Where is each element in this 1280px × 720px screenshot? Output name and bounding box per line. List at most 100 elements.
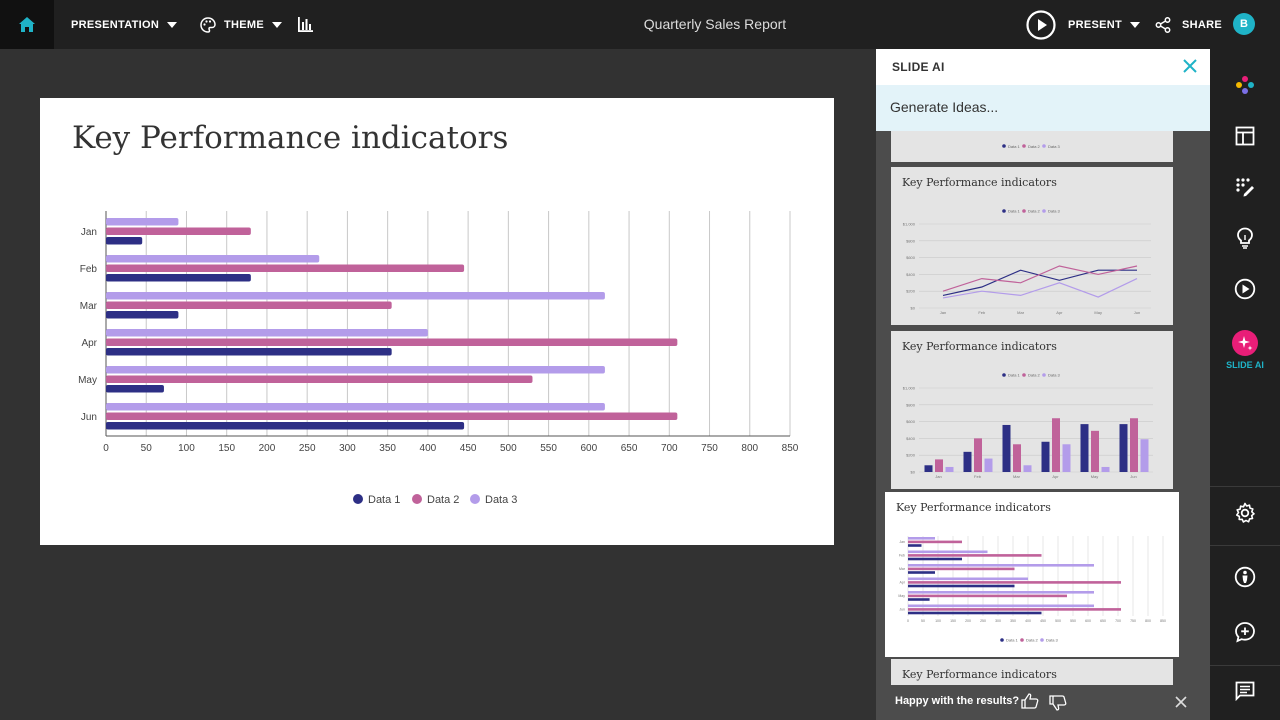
y-tick-label: Jun xyxy=(81,412,97,423)
rail-apps-button[interactable] xyxy=(1210,65,1280,105)
slide-title[interactable]: Key Performance indicators xyxy=(72,120,509,156)
legend-swatch xyxy=(1000,638,1004,642)
x-tick-label: 150 xyxy=(950,619,956,623)
close-icon[interactable] xyxy=(1181,57,1199,75)
theme-menu[interactable]: THEME xyxy=(200,0,282,49)
legend-label: Data 3 xyxy=(1046,638,1059,643)
share-button[interactable]: SHARE xyxy=(1155,0,1222,49)
x-tick-label: 200 xyxy=(965,619,971,623)
y-tick-label: Feb xyxy=(899,554,905,558)
chevron-down-icon xyxy=(272,21,282,28)
legend-swatch xyxy=(1002,373,1006,377)
play-circle-icon xyxy=(1026,9,1056,40)
slide-ai-rail-label: SLIDE AI xyxy=(1226,360,1264,370)
x-tick-label: 200 xyxy=(259,443,276,454)
bar xyxy=(908,550,988,554)
x-tick-label: 50 xyxy=(921,619,925,623)
bar xyxy=(908,611,1042,615)
top-bar: PRESENTATION THEME Quarterly Sales Repor… xyxy=(0,0,1280,49)
bar xyxy=(106,274,251,282)
bar-chart-icon xyxy=(298,17,313,32)
dismiss-icon[interactable] xyxy=(1174,695,1188,709)
y-tick-label: $200 xyxy=(906,289,916,294)
avatar[interactable]: B xyxy=(1233,13,1255,35)
accessibility-icon xyxy=(1234,566,1256,588)
home-button[interactable] xyxy=(0,0,54,49)
legend-label: Data 1 xyxy=(1008,373,1021,378)
bar xyxy=(908,598,930,601)
rail-design-button[interactable] xyxy=(1210,167,1280,207)
x-tick-label: 800 xyxy=(1145,619,1151,623)
lightbulb-icon xyxy=(1237,227,1253,249)
y-tick-label: Apr xyxy=(81,338,97,349)
suggestion-thumb-column[interactable]: Data 1 Data 2 Data 3 $1,000 $800 $600 $400 $200… xyxy=(891,331,1173,489)
thumb-title: Key Performance indicators xyxy=(902,340,1057,353)
bar xyxy=(935,459,943,472)
rail-divider xyxy=(1210,486,1280,487)
y-tick-label: $800 xyxy=(906,238,916,243)
rail-slide-ai-button[interactable] xyxy=(1210,323,1280,363)
rail-divider xyxy=(1210,665,1280,666)
y-tick-label: $0 xyxy=(911,306,916,311)
y-tick-label: $1,000 xyxy=(903,386,916,391)
chart-button[interactable] xyxy=(297,0,313,49)
y-tick-label: $600 xyxy=(906,255,916,260)
rail-layout-button[interactable] xyxy=(1210,116,1280,156)
rail-ideas-button[interactable] xyxy=(1210,218,1280,258)
theme-menu-label: THEME xyxy=(224,18,264,31)
x-tick-label: 650 xyxy=(621,443,638,454)
bar xyxy=(1130,418,1138,472)
present-button[interactable]: PRESENT xyxy=(1026,0,1141,49)
rail-add-comment-button[interactable] xyxy=(1210,612,1280,652)
x-tick-label: Apr xyxy=(1052,474,1059,479)
series-line xyxy=(942,278,1138,299)
gear-icon xyxy=(1236,502,1255,523)
suggestion-list: Data 1 Data 2 Data 3 Data 1 Data 2 Data 3 $… xyxy=(876,131,1210,685)
x-tick-label: 450 xyxy=(460,443,477,454)
bar xyxy=(106,348,392,356)
bar xyxy=(974,438,982,472)
presentation-menu[interactable]: PRESENTATION xyxy=(71,0,178,49)
y-tick-label: Mar xyxy=(899,567,906,571)
x-tick-label: 400 xyxy=(1025,619,1031,623)
x-tick-label: 150 xyxy=(218,443,235,454)
x-tick-label: May xyxy=(1091,474,1099,479)
bar xyxy=(106,385,164,393)
generate-ideas-button[interactable]: Generate Ideas... xyxy=(876,85,1210,131)
main-slide[interactable]: Key Performance indicators 0 50 100 150 200 2… xyxy=(40,98,834,545)
x-tick-label: Apr xyxy=(1056,310,1063,315)
bar xyxy=(908,567,1015,571)
legend-label-3: Data 3 xyxy=(1048,144,1061,149)
rail-notes-button[interactable] xyxy=(1210,671,1280,711)
apps-dots-icon xyxy=(1236,76,1254,94)
y-tick-label: May xyxy=(898,594,905,598)
presentation-menu-label: PRESENTATION xyxy=(71,18,160,31)
x-tick-label: 600 xyxy=(580,443,597,454)
suggestion-thumb-5[interactable]: Key Performance indicators xyxy=(891,659,1173,685)
suggestion-thumb-selected[interactable]: 0 50 100 150 200 250 300 350 400 450 500 550 600 650 7… xyxy=(885,492,1179,657)
legend-swatch xyxy=(412,494,422,504)
x-tick-label: 350 xyxy=(1010,619,1016,623)
suggestion-thumb-1[interactable]: Data 1 Data 2 Data 3 xyxy=(891,131,1173,162)
bar xyxy=(908,564,1094,567)
legend-label: Data 2 xyxy=(1028,209,1041,214)
bar xyxy=(908,584,1015,588)
suggestion-thumb-line[interactable]: Data 1 Data 2 Data 3 $1,000 $800 $600 $400 $200… xyxy=(891,167,1173,325)
y-tick-label: $800 xyxy=(906,402,916,407)
thumb-title: Key Performance indicators xyxy=(902,176,1057,189)
legend-swatch xyxy=(1022,209,1026,213)
thumbs-up-icon[interactable] xyxy=(1021,693,1039,709)
bar xyxy=(1091,430,1099,472)
document-title[interactable]: Quarterly Sales Report xyxy=(643,16,787,32)
rail-accessibility-button[interactable] xyxy=(1210,557,1280,597)
thumbs-down-icon[interactable] xyxy=(1049,695,1067,711)
y-tick-label: $1,000 xyxy=(903,222,916,227)
rail-play-button[interactable] xyxy=(1210,269,1280,309)
bar xyxy=(908,581,1121,584)
legend-label: Data 3 xyxy=(1048,373,1061,378)
y-tick-label: Jun xyxy=(899,608,905,612)
y-tick-label: May xyxy=(78,375,97,386)
legend-label: Data 2 xyxy=(1028,373,1041,378)
legend-swatch xyxy=(1022,373,1026,377)
rail-settings-button[interactable] xyxy=(1210,493,1280,533)
